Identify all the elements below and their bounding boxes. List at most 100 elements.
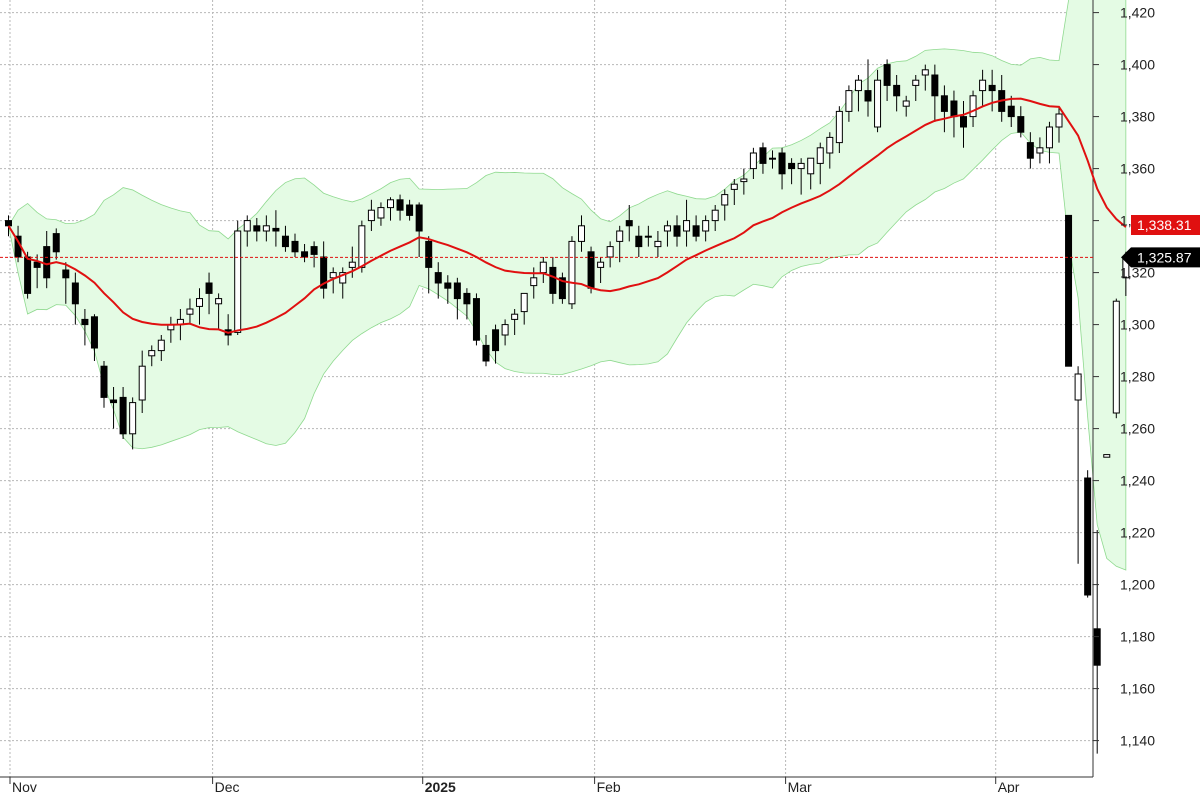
candle-body <box>262 225 270 232</box>
candle <box>367 199 375 231</box>
y-tick-label: 1,420 <box>1120 5 1155 21</box>
y-tick-label: 1,180 <box>1120 629 1155 645</box>
candle-body <box>110 399 118 404</box>
candle-body <box>281 235 289 248</box>
candle-body <box>377 207 385 219</box>
candle <box>320 241 328 299</box>
candle-body <box>453 282 461 300</box>
candle-body <box>788 162 796 170</box>
candle <box>1017 106 1025 138</box>
candle <box>797 158 805 195</box>
candle-body <box>606 246 614 258</box>
candle-body <box>960 116 967 128</box>
candle <box>434 262 442 299</box>
candle-body <box>1036 147 1044 154</box>
candle-body <box>33 261 41 268</box>
candle <box>778 147 786 190</box>
candle-body <box>568 240 576 305</box>
candle <box>415 202 423 257</box>
candle-body <box>721 194 729 206</box>
candle-body <box>759 147 767 164</box>
candle <box>816 142 824 185</box>
y-axis: 1,140 1,160 1,180 1,200 1,220 1,240 1,260 1,280… <box>1093 5 1155 749</box>
candle-body <box>511 313 519 320</box>
candle-body <box>81 318 89 326</box>
candle-body <box>1093 628 1101 666</box>
candle <box>597 257 605 283</box>
y-tick-label: 1,320 <box>1120 265 1155 281</box>
candle <box>644 225 652 247</box>
candle <box>730 179 738 205</box>
candle <box>291 233 299 257</box>
candle-body <box>472 298 480 341</box>
x-tick-label: Feb <box>597 779 621 793</box>
candle-body <box>1103 454 1111 458</box>
candle-body <box>205 282 213 294</box>
candle <box>196 288 203 325</box>
candle-body <box>969 95 977 118</box>
y-tick-label: 1,200 <box>1120 577 1155 593</box>
candle-body <box>119 396 127 435</box>
candle-body <box>597 261 605 268</box>
candle-body <box>463 292 471 305</box>
candle <box>883 59 891 101</box>
candle <box>835 106 843 153</box>
candle-body <box>100 365 108 398</box>
candle-body <box>749 152 757 170</box>
candle <box>301 244 309 263</box>
x-tick-label: Nov <box>12 779 37 793</box>
candle-body <box>253 225 261 232</box>
candle-body <box>692 225 700 237</box>
candle-body <box>320 256 328 289</box>
candle-body <box>835 110 843 144</box>
y-tick-label: 1,160 <box>1120 681 1155 697</box>
candle <box>874 69 882 133</box>
candle-body <box>1112 300 1120 414</box>
candle-body <box>921 69 929 76</box>
candle <box>616 225 624 263</box>
candle-body <box>138 365 146 401</box>
candle <box>186 298 194 325</box>
candle <box>549 257 557 304</box>
candle <box>711 205 719 231</box>
candle <box>243 215 251 247</box>
candle <box>520 292 528 325</box>
moving-average-line <box>7 97 1127 334</box>
candle-body <box>1074 373 1082 401</box>
candle <box>558 272 566 304</box>
candle-body <box>683 220 691 232</box>
candle <box>310 241 318 268</box>
candle-body <box>1007 105 1015 118</box>
candle-body <box>663 225 671 232</box>
candle-body <box>310 246 318 255</box>
x-axis: Nov Dec 2025 Feb Mar Apr <box>9 777 1020 793</box>
candle <box>501 319 509 346</box>
candle <box>1103 454 1111 458</box>
candle <box>654 231 662 257</box>
candle <box>988 69 996 112</box>
candle <box>759 142 767 174</box>
candle <box>921 64 929 91</box>
candle <box>406 199 414 221</box>
candle-body <box>549 266 557 294</box>
candle-body <box>62 269 70 279</box>
candle <box>138 350 146 413</box>
candle <box>100 361 108 408</box>
candle-body <box>291 240 299 253</box>
candle-body <box>501 324 509 336</box>
candle <box>1084 470 1092 598</box>
y-tick-label: 1,280 <box>1120 369 1155 385</box>
candle <box>788 158 796 185</box>
candle-body <box>616 230 624 242</box>
candle-body <box>301 251 309 258</box>
candle-body <box>396 199 404 211</box>
candle-body <box>883 64 891 86</box>
candle-body <box>1065 214 1073 367</box>
candle-body <box>558 277 566 300</box>
candle-body <box>71 282 79 305</box>
candles <box>5 59 1130 754</box>
candle-body <box>730 183 738 190</box>
y-tick-label: 1,220 <box>1120 525 1155 541</box>
candle-body <box>864 90 872 102</box>
candle-body <box>415 204 423 232</box>
